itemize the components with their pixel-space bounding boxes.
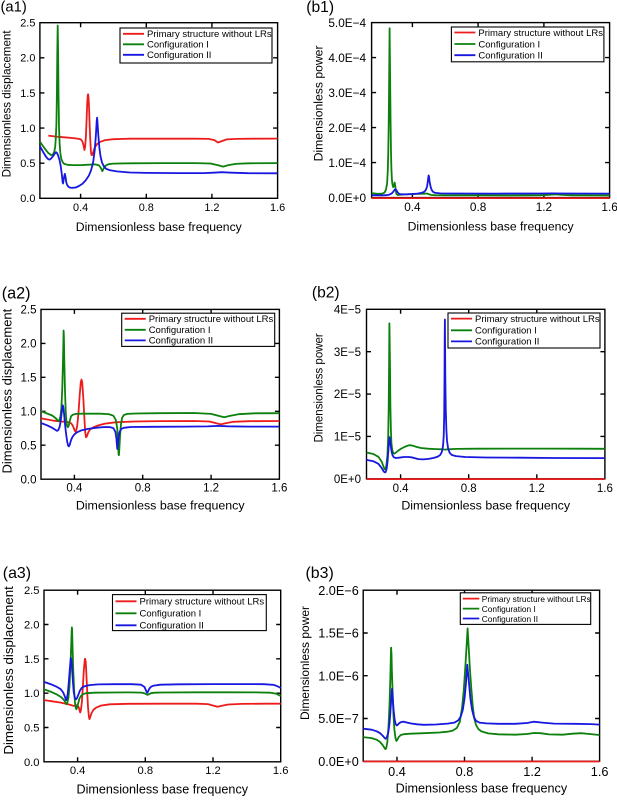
svg-text:Primary structure without LRs: Primary structure without LRs bbox=[140, 597, 265, 608]
svg-text:Configuration II: Configuration II bbox=[149, 336, 213, 347]
svg-text:Dimensionless power: Dimensionless power bbox=[313, 333, 325, 442]
svg-text:Configuration I: Configuration I bbox=[147, 40, 209, 51]
svg-text:0.8: 0.8 bbox=[135, 483, 151, 495]
svg-text:Dimensionless power: Dimensionless power bbox=[298, 606, 312, 720]
svg-text:0.0: 0.0 bbox=[20, 193, 35, 205]
svg-text:2.0: 2.0 bbox=[24, 620, 40, 632]
svg-text:0.4: 0.4 bbox=[393, 483, 410, 495]
svg-text:Dimensionless base frequency: Dimensionless base frequency bbox=[408, 219, 575, 233]
svg-text:1.2: 1.2 bbox=[204, 202, 219, 214]
svg-text:0.8: 0.8 bbox=[456, 765, 474, 779]
svg-text:0.8: 0.8 bbox=[139, 202, 154, 214]
svg-text:1.5: 1.5 bbox=[20, 88, 35, 100]
svg-text:Dimensionless base frequency: Dimensionless base frequency bbox=[77, 782, 249, 796]
svg-text:(a2): (a2) bbox=[2, 285, 31, 303]
svg-text:(a1): (a1) bbox=[1, 0, 27, 16]
svg-text:0.0E+0: 0.0E+0 bbox=[318, 755, 359, 769]
svg-text:Primary structure without LRs: Primary structure without LRs bbox=[475, 314, 600, 325]
svg-text:2.0: 2.0 bbox=[21, 339, 37, 351]
svg-text:1.2: 1.2 bbox=[523, 765, 541, 779]
svg-text:2.5: 2.5 bbox=[20, 18, 35, 30]
svg-text:1.0: 1.0 bbox=[24, 688, 40, 700]
svg-text:1.5: 1.5 bbox=[21, 373, 37, 385]
svg-text:(b1): (b1) bbox=[306, 0, 334, 16]
svg-text:Dimensionless displacement: Dimensionless displacement bbox=[0, 308, 15, 473]
svg-text:Configuration I: Configuration I bbox=[475, 326, 537, 337]
svg-text:2.0: 2.0 bbox=[20, 53, 35, 65]
svg-text:4E−5: 4E−5 bbox=[334, 304, 361, 316]
svg-text:0.5: 0.5 bbox=[21, 440, 37, 452]
svg-text:1.2: 1.2 bbox=[203, 483, 219, 495]
svg-text:1.2: 1.2 bbox=[205, 765, 221, 777]
svg-text:1.6: 1.6 bbox=[591, 765, 609, 779]
svg-text:1.6: 1.6 bbox=[601, 200, 617, 214]
svg-text:0.5: 0.5 bbox=[24, 723, 40, 735]
svg-text:4.0E−4: 4.0E−4 bbox=[328, 51, 366, 65]
svg-text:Dimensionless displacement: Dimensionless displacement bbox=[1, 30, 14, 178]
svg-text:1.6: 1.6 bbox=[273, 765, 289, 777]
svg-text:3E−5: 3E−5 bbox=[334, 347, 361, 359]
svg-text:Configuration II: Configuration II bbox=[147, 50, 211, 61]
svg-text:Dimensionless base frequency: Dimensionless base frequency bbox=[401, 498, 571, 512]
svg-text:Configuration I: Configuration I bbox=[140, 609, 202, 620]
svg-text:Primary structure without LRs: Primary structure without LRs bbox=[482, 594, 591, 604]
svg-text:2.5: 2.5 bbox=[24, 585, 40, 597]
svg-text:3.0E−4: 3.0E−4 bbox=[328, 86, 366, 100]
svg-text:0.5: 0.5 bbox=[20, 158, 35, 170]
svg-text:Configuration II: Configuration II bbox=[140, 621, 204, 632]
svg-text:1.6: 1.6 bbox=[270, 202, 285, 214]
svg-text:0.0E+0: 0.0E+0 bbox=[328, 191, 366, 205]
svg-text:(a3): (a3) bbox=[3, 565, 31, 582]
svg-text:0.8: 0.8 bbox=[470, 200, 487, 214]
svg-text:0.4: 0.4 bbox=[404, 200, 421, 214]
svg-text:Configuration I: Configuration I bbox=[482, 604, 536, 614]
svg-text:0E+0: 0E+0 bbox=[334, 474, 361, 486]
svg-text:Primary structure without LRs: Primary structure without LRs bbox=[478, 28, 603, 39]
svg-text:1.2: 1.2 bbox=[529, 483, 545, 495]
svg-text:1.6: 1.6 bbox=[271, 483, 287, 495]
svg-text:Configuration II: Configuration II bbox=[478, 51, 542, 62]
svg-text:1.0E−6: 1.0E−6 bbox=[318, 669, 359, 683]
svg-text:(b3): (b3) bbox=[306, 565, 334, 582]
svg-text:2.0E−4: 2.0E−4 bbox=[328, 121, 366, 135]
svg-text:0.0: 0.0 bbox=[24, 757, 40, 769]
svg-text:2.5: 2.5 bbox=[21, 305, 37, 317]
svg-text:0.4: 0.4 bbox=[73, 202, 88, 214]
svg-text:Configuration II: Configuration II bbox=[482, 614, 538, 624]
svg-text:Dimensionless power: Dimensionless power bbox=[311, 45, 325, 161]
svg-text:Primary structure without LRs: Primary structure without LRs bbox=[149, 314, 274, 325]
svg-text:Dimensionless base frequency: Dimensionless base frequency bbox=[76, 220, 243, 234]
svg-text:Configuration II: Configuration II bbox=[475, 337, 539, 348]
svg-text:1.5E−6: 1.5E−6 bbox=[318, 627, 359, 641]
svg-text:5.0E−4: 5.0E−4 bbox=[328, 16, 366, 30]
svg-text:1.0: 1.0 bbox=[20, 123, 35, 135]
svg-text:Dimensionless base frequency: Dimensionless base frequency bbox=[76, 499, 246, 513]
svg-text:1.0: 1.0 bbox=[21, 406, 37, 418]
svg-text:Configuration I: Configuration I bbox=[149, 325, 211, 336]
svg-text:Configuration I: Configuration I bbox=[478, 39, 540, 50]
svg-text:1.5: 1.5 bbox=[24, 654, 40, 666]
svg-text:0.4: 0.4 bbox=[70, 765, 86, 777]
svg-text:Dimensionless base frequency: Dimensionless base frequency bbox=[396, 782, 568, 796]
svg-text:2.0E−6: 2.0E−6 bbox=[318, 584, 359, 598]
svg-text:Primary structure without LRs: Primary structure without LRs bbox=[147, 29, 272, 40]
svg-text:0.0: 0.0 bbox=[21, 474, 37, 486]
svg-text:1.2: 1.2 bbox=[536, 200, 552, 214]
svg-text:1.6: 1.6 bbox=[597, 483, 613, 495]
svg-text:Dimensionless displacement: Dimensionless displacement bbox=[1, 586, 16, 755]
svg-text:1.0E−4: 1.0E−4 bbox=[328, 156, 366, 170]
svg-text:0.4: 0.4 bbox=[66, 483, 83, 495]
svg-text:5.0E−7: 5.0E−7 bbox=[318, 712, 359, 726]
svg-text:1E−5: 1E−5 bbox=[334, 432, 361, 444]
svg-text:0.4: 0.4 bbox=[388, 765, 406, 779]
svg-text:2E−5: 2E−5 bbox=[334, 389, 361, 401]
svg-text:0.8: 0.8 bbox=[461, 483, 477, 495]
svg-text:(b2): (b2) bbox=[312, 285, 340, 302]
svg-text:0.8: 0.8 bbox=[138, 765, 154, 777]
